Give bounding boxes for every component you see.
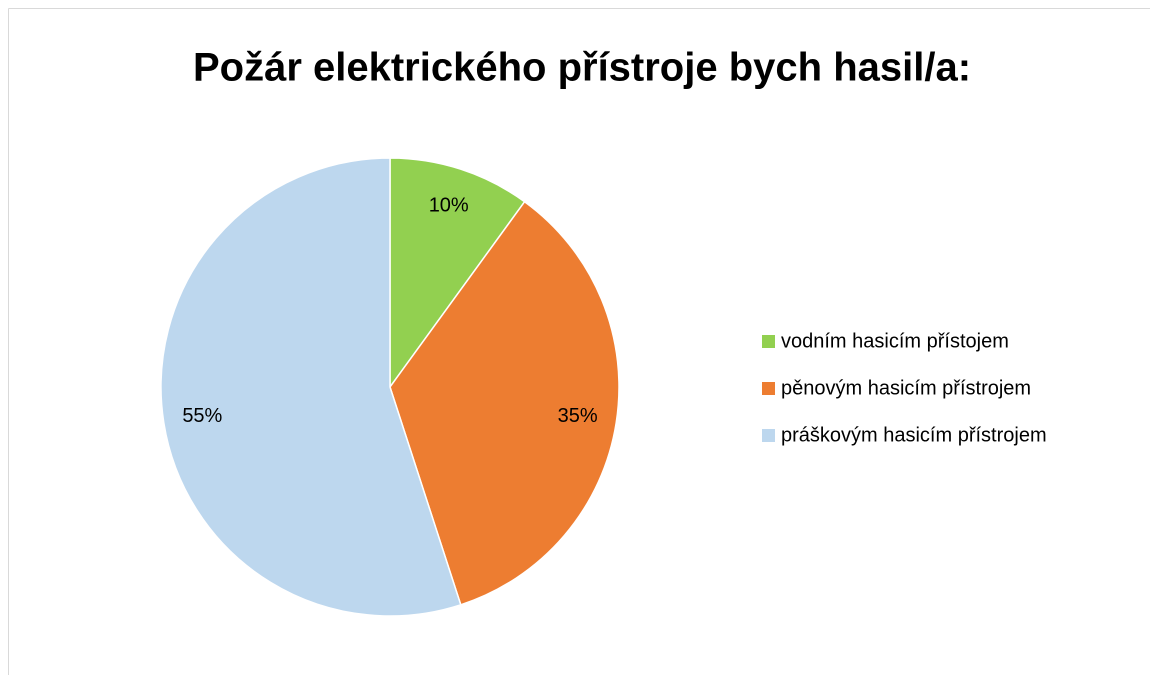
legend-label: práškovým hasicím přístrojem xyxy=(781,424,1047,446)
pie-slice xyxy=(160,157,462,617)
chart-title: Požár elektrického přístroje bych hasil/… xyxy=(193,46,971,90)
data-label: 10% xyxy=(429,195,469,217)
legend-swatch xyxy=(762,382,775,395)
data-label: 55% xyxy=(182,405,222,427)
legend-swatch xyxy=(762,335,775,348)
legend-label: vodním hasicím přístojem xyxy=(781,330,1009,352)
legend-swatch xyxy=(762,429,775,442)
pie-slice xyxy=(389,157,526,390)
pie-slice xyxy=(389,200,620,606)
legend-label: pěnovým hasicím přístrojem xyxy=(781,377,1031,399)
data-label: 35% xyxy=(558,405,598,427)
